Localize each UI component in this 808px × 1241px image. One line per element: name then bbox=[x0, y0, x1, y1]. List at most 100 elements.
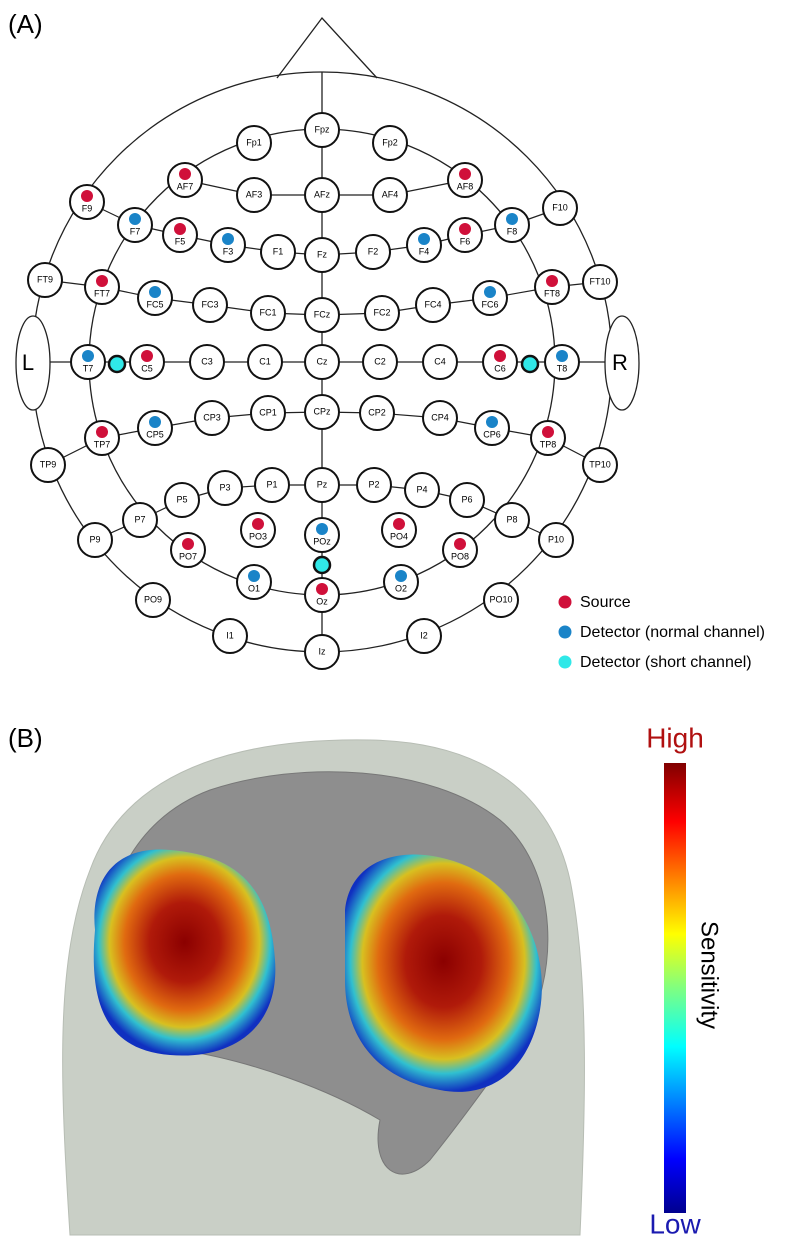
electrode-label: C6 bbox=[494, 363, 506, 373]
electrode-label: P8 bbox=[506, 514, 517, 524]
electrode-label: F8 bbox=[507, 226, 518, 236]
optode bbox=[149, 416, 161, 428]
optode bbox=[222, 233, 234, 245]
optode bbox=[149, 286, 161, 298]
electrode-label: PO7 bbox=[179, 551, 197, 561]
electrode-label: FCz bbox=[314, 309, 331, 319]
electrode-label: P1 bbox=[266, 479, 277, 489]
electrode-label: FT7 bbox=[94, 288, 110, 298]
electrode-label: TP9 bbox=[40, 459, 57, 469]
optode bbox=[81, 190, 93, 202]
electrode-label: P3 bbox=[219, 482, 230, 492]
electrode-label: T8 bbox=[557, 363, 568, 373]
electrode-label: AF3 bbox=[246, 189, 263, 199]
electrode-label: TP7 bbox=[94, 439, 111, 449]
electrode-label: FC2 bbox=[373, 307, 390, 317]
electrode-label: PO10 bbox=[489, 594, 512, 604]
electrode-label: AF4 bbox=[382, 189, 399, 199]
electrode-label: P9 bbox=[89, 534, 100, 544]
electrode-label: FC4 bbox=[424, 299, 441, 309]
optode bbox=[179, 168, 191, 180]
electrode-label: CP5 bbox=[146, 429, 164, 439]
optode bbox=[96, 275, 108, 287]
electrode-label: O1 bbox=[248, 583, 260, 593]
electrode-label: I2 bbox=[420, 630, 428, 640]
electrode-label: FC5 bbox=[146, 299, 163, 309]
legend: SourceDetector (normal channel)Detector … bbox=[559, 594, 765, 671]
electrode-label: T7 bbox=[83, 363, 94, 373]
optode bbox=[393, 518, 405, 530]
electrode-label: P5 bbox=[176, 494, 187, 504]
electrode-label: I1 bbox=[226, 630, 234, 640]
colorbar bbox=[664, 763, 686, 1213]
optode bbox=[248, 570, 260, 582]
electrode-label: FT8 bbox=[544, 288, 560, 298]
electrode-label: CPz bbox=[313, 406, 331, 416]
optode bbox=[459, 223, 471, 235]
electrode-label: FT10 bbox=[589, 276, 610, 286]
colorbar-title: Sensitivity bbox=[696, 921, 723, 1029]
optode bbox=[129, 213, 141, 225]
electrode-label: Fp2 bbox=[382, 137, 398, 147]
optode bbox=[542, 426, 554, 438]
figure: (A) L R Fp1FpzFp2AF7AF3AFzAF4AF8F9F7F5F3… bbox=[0, 0, 808, 1241]
electrode-label: F6 bbox=[460, 236, 471, 246]
electrode-label: CP1 bbox=[259, 407, 277, 417]
electrode-label: Fpz bbox=[314, 124, 330, 134]
electrode-label: C3 bbox=[201, 356, 213, 366]
optode bbox=[395, 570, 407, 582]
electrode-label: PO8 bbox=[451, 551, 469, 561]
electrode-label: C1 bbox=[259, 356, 271, 366]
electrode-label: P2 bbox=[368, 479, 379, 489]
optode bbox=[494, 350, 506, 362]
electrode-label: AFz bbox=[314, 189, 331, 199]
right-ear-label: R bbox=[612, 350, 628, 375]
optode bbox=[506, 213, 518, 225]
electrode-label: P4 bbox=[416, 484, 427, 494]
electrode-label: O2 bbox=[395, 583, 407, 593]
optode bbox=[96, 426, 108, 438]
electrode-label: Oz bbox=[316, 596, 328, 606]
optode bbox=[556, 350, 568, 362]
electrode-label: P7 bbox=[134, 514, 145, 524]
short-channel bbox=[314, 557, 330, 573]
electrode-label: Cz bbox=[317, 356, 328, 366]
electrode-label: P6 bbox=[461, 494, 472, 504]
optode bbox=[454, 538, 466, 550]
optode bbox=[316, 583, 328, 595]
legend-marker bbox=[559, 656, 572, 669]
optode bbox=[174, 223, 186, 235]
electrode-label: FC1 bbox=[259, 307, 276, 317]
electrode-label: C4 bbox=[434, 356, 446, 366]
electrode-label: F4 bbox=[419, 246, 430, 256]
optode bbox=[484, 286, 496, 298]
electrode-label: Fp1 bbox=[246, 137, 262, 147]
electrode-label: F10 bbox=[552, 202, 568, 212]
electrode-label: F9 bbox=[82, 203, 93, 213]
electrode-label: C2 bbox=[374, 356, 386, 366]
optode bbox=[182, 538, 194, 550]
optode bbox=[252, 518, 264, 530]
electrode-label: PO4 bbox=[390, 531, 408, 541]
electrode-label: PO3 bbox=[249, 531, 267, 541]
electrode-label: TP8 bbox=[540, 439, 557, 449]
colorbar-high: High bbox=[646, 722, 704, 753]
electrode-label: F2 bbox=[368, 246, 379, 256]
legend-label: Detector (short channel) bbox=[580, 654, 752, 671]
panel-label: (B) bbox=[8, 723, 43, 753]
electrode-label: Fz bbox=[317, 249, 327, 259]
electrode-label: F7 bbox=[130, 226, 141, 236]
electrode-label: AF7 bbox=[177, 181, 194, 191]
electrode-label: POz bbox=[313, 536, 331, 546]
electrode-label: F3 bbox=[223, 246, 234, 256]
optode bbox=[418, 233, 430, 245]
optode bbox=[82, 350, 94, 362]
electrode-label: C5 bbox=[141, 363, 153, 373]
short-channel bbox=[109, 356, 125, 372]
electrode-label: F5 bbox=[175, 236, 186, 246]
electrode-label: FT9 bbox=[37, 274, 53, 284]
electrode-label: P10 bbox=[548, 534, 564, 544]
electrode-label: PO9 bbox=[144, 594, 162, 604]
optode bbox=[486, 416, 498, 428]
legend-marker bbox=[559, 626, 572, 639]
